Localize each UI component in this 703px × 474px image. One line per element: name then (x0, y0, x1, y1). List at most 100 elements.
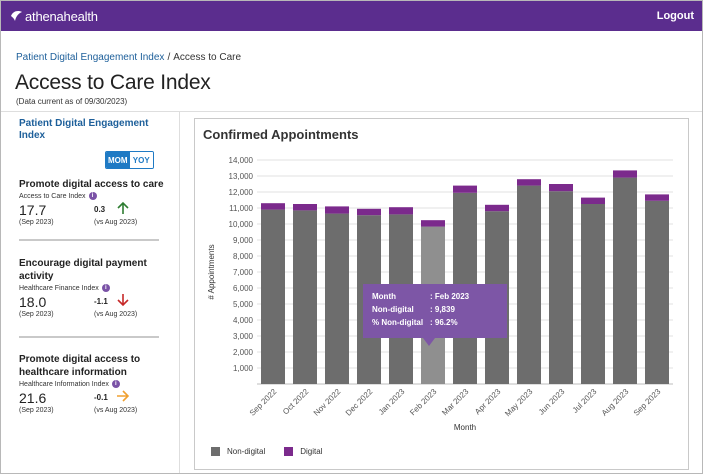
x-tick-label: Oct 2022 (281, 387, 311, 417)
metric-index-label: Access to Care Index i (19, 192, 164, 200)
y-tick-label: 6,000 (233, 284, 254, 293)
y-tick-label: 4,000 (233, 316, 254, 325)
page-title: Access to Care Index (15, 71, 211, 94)
metric-card-healthcare-information: Promote digital access to healthcare inf… (19, 353, 164, 420)
x-tick-label: Jul 2023 (571, 387, 599, 415)
x-axis-label: Month (454, 423, 476, 432)
bar-non-digital-0 (261, 209, 285, 384)
bar-digital-12 (645, 194, 669, 201)
sidebar-title-link[interactable]: Patient Digital Engagement Index (19, 118, 149, 141)
metric-values: 18.0 (Sep 2023) -1.1 (vs Aug 2023) (19, 292, 164, 324)
tooltip-row: Month: Feb 2023 (372, 292, 470, 301)
chart-legend: Non-digital Digital (211, 447, 341, 456)
metric-value: 17.7 (19, 202, 47, 218)
bar-digital-4 (389, 207, 413, 215)
metric-comparison: (vs Aug 2023) (94, 219, 138, 226)
header-divider (1, 111, 702, 112)
bar-non-digital-10 (581, 204, 605, 384)
breadcrumb: Patient Digital Engagement Index / Access … (16, 52, 241, 63)
x-tick-label: Mar 2023 (440, 387, 471, 418)
legend-swatch (284, 447, 294, 456)
appointments-chart: 1,000 2,000 3,000 4,000 5,000 6,000 7,000 8,000… (207, 156, 673, 432)
bar-digital-2 (325, 206, 349, 214)
metric-period: (Sep 2023) (19, 407, 54, 414)
legend-label: Non-digital (227, 447, 266, 456)
y-tick-label: 3,000 (233, 332, 254, 341)
x-tick-label: Jan 2023 (377, 387, 407, 417)
breadcrumb-separator: / (167, 52, 171, 63)
metric-comparison: (vs Aug 2023) (94, 407, 138, 414)
x-tick-label: Nov 2022 (312, 387, 343, 418)
athena-leaf-icon (11, 11, 22, 21)
y-tick-label: 7,000 (233, 268, 254, 277)
toggle-yoy-button[interactable]: YOY (129, 152, 153, 168)
chart-title: Confirmed Appointments (203, 127, 359, 142)
metric-value: 18.0 (19, 294, 47, 310)
bar-non-digital-11 (613, 177, 637, 384)
metric-comparison: (vs Aug 2023) (94, 311, 138, 318)
mom-yoy-toggle: MOM YOY (105, 151, 154, 169)
logout-link[interactable]: Logout (656, 10, 694, 22)
y-tick-label: 13,000 (229, 172, 254, 181)
bar-digital-9 (549, 184, 573, 192)
x-tick-label: Apr 2023 (473, 387, 503, 417)
panel-divider (179, 111, 180, 473)
info-icon[interactable]: i (111, 380, 120, 388)
y-tick-label: 12,000 (229, 188, 254, 197)
y-tick-label: 9,000 (233, 236, 254, 245)
y-tick-label: 1,000 (233, 364, 254, 373)
tooltip-row: Non-digital: 9,839 (372, 305, 455, 314)
tooltip-row: % Non-digital: 96.2% (372, 318, 458, 327)
x-tick-label: Jun 2023 (537, 387, 567, 417)
metric-values: 17.7 (Sep 2023) 0.3 (vs Aug 2023) (19, 200, 164, 232)
bar-digital-10 (581, 197, 605, 204)
legend-item-digital[interactable]: Digital (284, 447, 322, 456)
metric-separator (19, 336, 159, 338)
legend-label: Digital (300, 447, 323, 456)
tooltip-pointer (423, 338, 435, 346)
metric-value: 21.6 (19, 390, 47, 406)
bar-non-digital-8 (517, 185, 541, 384)
metric-card-healthcare-finance: Encourage digital payment activity Healt… (19, 257, 164, 324)
x-tick-label: Sep 2022 (248, 387, 279, 418)
metric-title: Promote digital access to care (19, 179, 164, 190)
bar-non-digital-9 (549, 191, 573, 384)
page-subtitle: (Data current as of 09/30/2023) (16, 97, 128, 106)
metric-period: (Sep 2023) (19, 219, 54, 226)
info-icon[interactable]: i (88, 192, 97, 200)
y-tick-label: 10,000 (229, 220, 254, 229)
y-tick-label: 2,000 (233, 348, 254, 357)
metric-title: Encourage digital payment activity (19, 258, 147, 282)
metric-period: (Sep 2023) (19, 311, 54, 318)
x-tick-label: Sep 2023 (632, 387, 663, 418)
metric-title: Promote digital access to healthcare inf… (19, 354, 141, 378)
bar-digital-1 (293, 204, 317, 211)
y-tick-label: 11,000 (229, 204, 253, 213)
arrow-up-icon (117, 201, 129, 214)
metric-delta: 0.3 (94, 205, 106, 214)
bar-digital-0 (261, 203, 285, 210)
legend-swatch (211, 447, 220, 456)
top-bar: athenahealth Logout (1, 1, 702, 31)
toggle-mom-button[interactable]: MOM (106, 152, 130, 168)
legend-item-non-digital[interactable]: Non-digital (211, 447, 265, 456)
x-tick-label: Feb 2023 (408, 387, 439, 418)
bar-digital-3 (357, 208, 381, 216)
metric-delta: -0.1 (94, 393, 108, 402)
metric-values: 21.6 (Sep 2023) -0.1 (vs Aug 2023) (19, 388, 164, 420)
arrow-down-icon (117, 294, 129, 307)
y-axis-label: # Appointments (207, 244, 216, 299)
metric-delta: -1.1 (94, 297, 108, 306)
metric-index-label: Healthcare Finance Index i (19, 284, 164, 292)
bar-digital-8 (517, 179, 541, 186)
info-icon[interactable]: i (101, 284, 110, 292)
x-tick-label: Aug 2023 (600, 387, 631, 418)
brand-logo[interactable]: athenahealth (10, 9, 98, 24)
bar-digital-11 (613, 170, 637, 178)
bar-digital-5 (421, 220, 445, 227)
breadcrumb-current: Access to Care (173, 52, 242, 63)
metric-card-access-to-care: Promote digital access to care Access to… (19, 178, 164, 232)
breadcrumb-parent-link[interactable]: Patient Digital Engagement Index (16, 52, 165, 63)
bar-digital-7 (485, 204, 509, 212)
